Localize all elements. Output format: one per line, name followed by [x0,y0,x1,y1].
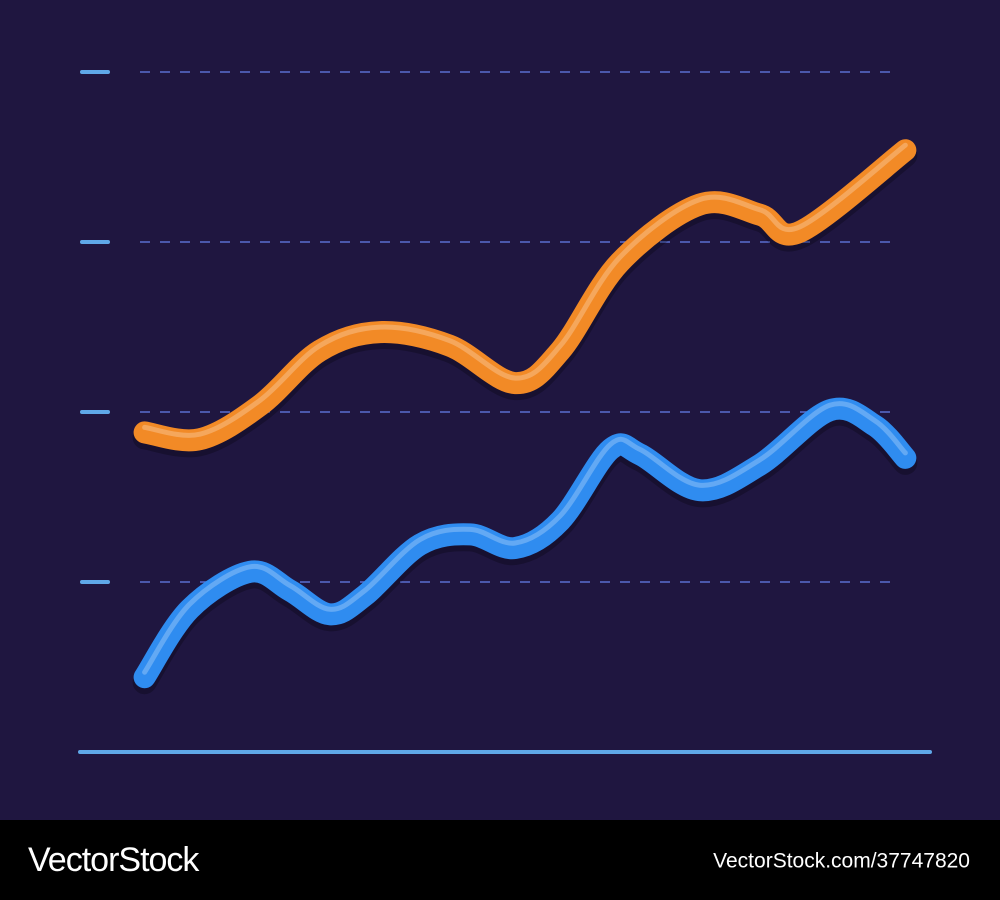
line [133,139,917,452]
line-highlight [142,142,908,438]
brand: VectorStock [28,841,200,879]
line-highlight [142,401,908,675]
footer-bar [0,820,1000,900]
image-id: VectorStock.com/37747820 [713,850,970,873]
line [133,397,917,689]
